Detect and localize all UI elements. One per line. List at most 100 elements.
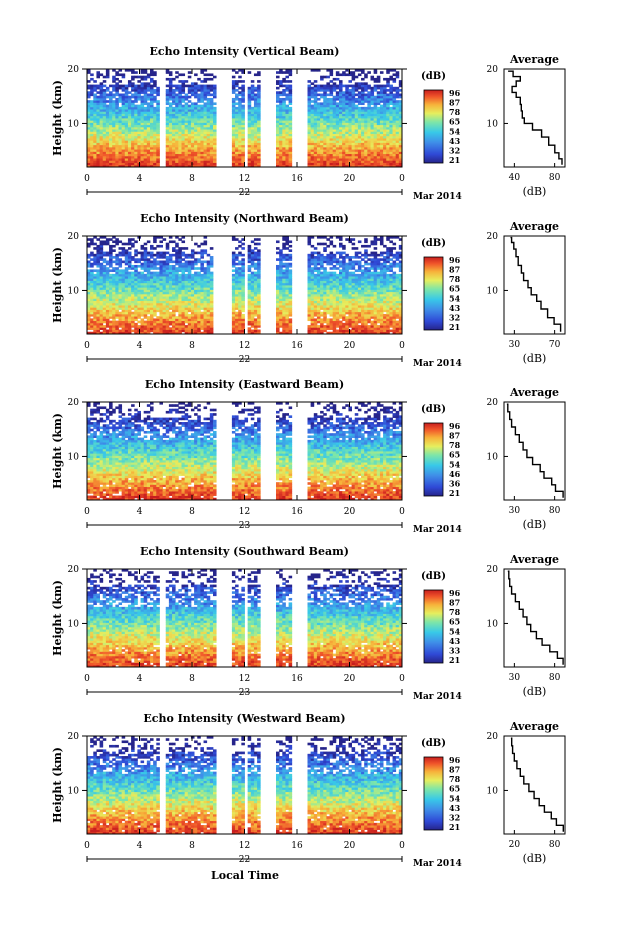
heatmap-cell [282,153,286,157]
heatmap-cell [241,253,245,257]
heatmap-cell [172,115,176,119]
heatmap-cell [250,162,255,166]
heatmap-cell [156,122,160,126]
heatmap-cell [102,97,107,101]
heatmap-cell [276,124,280,128]
heatmap-cell [282,106,286,110]
heatmap-cell [282,146,286,150]
heatmap-cell [351,71,356,74]
heatmap-cell [200,118,204,121]
heatmap-cell [357,106,362,110]
heatmap-cell [335,102,340,106]
heatmap-cell [235,82,239,85]
heatmap-cell [213,115,217,119]
heatmap-cell [282,118,286,121]
heatmap-cell [279,93,283,97]
heatmap-cell [99,135,104,139]
heatmap-cell [105,164,110,168]
heatmap-cell [127,126,132,130]
heatmap-cell [87,158,91,161]
heatmap-cell [140,142,145,146]
y-axis-label: Height (km) [51,80,64,156]
heatmap-cell [257,242,261,246]
heatmap-cell [282,89,286,92]
heatmap-cell [279,100,283,103]
heatmap-cell [282,102,286,106]
heatmap-cell [247,264,252,268]
heatmap-cell [178,144,182,148]
heatmap-cell [96,126,100,130]
heatmap-cell [143,82,148,85]
heatmap-cell [181,135,186,139]
heatmap-cell [279,158,283,161]
heatmap-cell [184,247,189,250]
heatmap-cell [194,149,198,152]
heatmap-cell [209,106,214,110]
heatmap-cell [238,113,242,117]
heatmap-cell [231,69,236,72]
heatmap-cell [127,164,132,168]
heatmap-cell [143,146,148,150]
heatmap-cell [146,120,151,123]
y-tick-label: 10 [68,119,80,129]
heatmap-cell [172,122,176,126]
heatmap-cell [127,271,132,275]
heatmap-cell [285,162,289,166]
heatmap-cell [348,80,352,83]
heatmap-cell [307,133,312,137]
heatmap-cell [200,109,204,112]
heatmap-cell [200,111,204,114]
heatmap-cell [276,162,280,166]
heatmap-cell [118,95,123,99]
heatmap-cell [112,120,116,123]
heatmap-cell [99,162,104,166]
heatmap-cell [241,149,245,152]
heatmap-cell [143,158,148,161]
heatmap-cell [96,135,100,139]
heatmap-cell [90,153,94,157]
heatmap-cell [131,160,135,163]
heatmap-cell [190,160,195,163]
heatmap-cell [241,133,245,137]
heatmap-cell [150,142,154,146]
heatmap-cell [209,102,214,106]
heatmap-cell [241,100,245,103]
heatmap-cell [187,104,192,108]
heatmap-cell [241,69,245,72]
heatmap-cell [197,271,201,275]
heatmap-cell [146,164,151,168]
heatmap-cell [124,106,129,110]
heatmap-cell [131,264,135,268]
heatmap-cell [93,135,97,139]
heatmap-cell [168,102,173,106]
heatmap-cell [276,120,280,123]
heatmap-cell [376,75,381,79]
heatmap-cell [200,104,204,108]
heatmap-cell [253,113,258,117]
heatmap-cell [156,135,160,139]
heatmap-cell [172,97,176,101]
heatmap-cell [99,113,104,117]
heatmap-cell [102,140,107,143]
heatmap-cell [194,89,198,92]
heatmap-cell [165,160,170,163]
heatmap-cell [118,258,123,261]
heatmap-cell [87,133,91,137]
heatmap-cell [175,151,179,155]
heatmap-cell [257,149,261,152]
heatmap-cell [159,260,163,264]
heatmap-cell [90,164,94,168]
heatmap-cell [194,131,198,134]
heatmap-cell [288,149,293,152]
heatmap-cell [383,77,387,81]
heatmap-cell [231,75,236,79]
heatmap-cell [285,80,289,83]
heatmap-cell [184,144,189,148]
heatmap-cell [156,102,160,106]
heatmap-cell [279,144,283,148]
heatmap-cell [172,109,176,112]
heatmap-cell [184,129,189,132]
heatmap-cell [181,160,186,163]
heatmap-cell [190,273,195,277]
heatmap-cell [168,264,173,268]
